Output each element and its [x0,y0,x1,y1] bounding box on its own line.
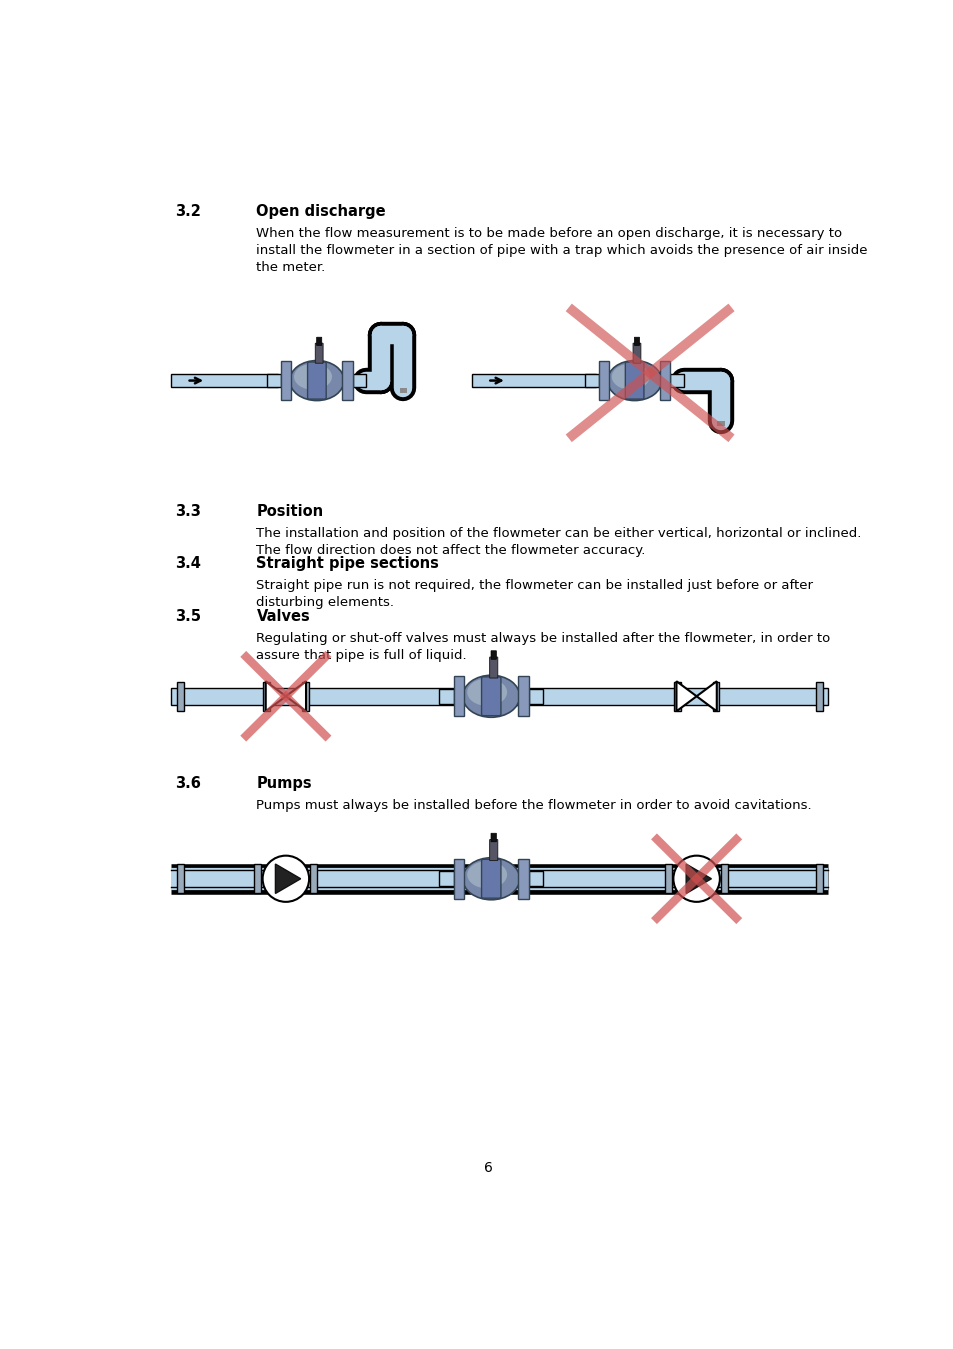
Bar [454,676,464,716]
Bar [438,871,454,886]
Text: Pumps must always be installed before the flowmeter in order to avoid cavitation: Pumps must always be installed before th… [256,799,811,812]
Ellipse shape [611,364,649,390]
Ellipse shape [462,858,519,900]
Circle shape [262,855,309,902]
Text: Open discharge: Open discharge [256,204,386,220]
Bar [720,865,727,893]
Text: Valves: Valves [256,610,310,625]
Bar [281,362,291,399]
Ellipse shape [467,861,507,889]
Text: 3.4: 3.4 [174,556,201,571]
Text: Position: Position [256,503,323,519]
Bar [584,374,598,387]
Text: 3.2: 3.2 [174,204,201,220]
Bar [472,374,596,387]
Bar [673,681,680,711]
Bar [438,689,454,704]
Bar [267,374,281,387]
Ellipse shape [607,360,661,401]
FancyBboxPatch shape [481,677,500,716]
Polygon shape [275,863,300,893]
Bar [342,362,353,399]
Bar [517,858,528,898]
Text: assure that pipe is full of liquid.: assure that pipe is full of liquid. [256,649,467,662]
Text: Straight pipe sections: Straight pipe sections [256,556,438,571]
Circle shape [673,855,720,902]
Ellipse shape [294,364,332,390]
Polygon shape [696,681,716,711]
Bar [712,681,719,711]
Bar [177,865,184,893]
Polygon shape [286,681,306,711]
Text: disturbing elements.: disturbing elements. [256,596,394,608]
Text: The installation and position of the flowmeter can be either vertical, horizonta: The installation and position of the flo… [256,527,861,540]
FancyBboxPatch shape [307,362,326,399]
FancyBboxPatch shape [491,650,496,660]
FancyBboxPatch shape [624,362,643,399]
Bar [177,681,184,711]
Text: 3.5: 3.5 [174,610,201,625]
FancyBboxPatch shape [633,343,640,363]
Text: Straight pipe run is not required, the flowmeter can be installed just before or: Straight pipe run is not required, the f… [256,579,813,592]
FancyBboxPatch shape [489,839,497,861]
Text: 3.3: 3.3 [174,503,201,519]
FancyBboxPatch shape [491,834,496,842]
Bar [670,374,683,387]
Bar [815,681,821,711]
Text: When the flow measurement is to be made before an open discharge, it is necessar: When the flow measurement is to be made … [256,228,841,240]
Text: install the flowmeter in a section of pipe with a trap which avoids the presence: install the flowmeter in a section of pi… [256,244,867,258]
Polygon shape [676,681,696,711]
FancyBboxPatch shape [315,343,323,363]
FancyBboxPatch shape [316,337,321,345]
FancyBboxPatch shape [634,337,639,345]
Ellipse shape [467,679,507,706]
Bar [454,858,464,898]
Bar [171,374,278,387]
Bar [353,374,366,387]
Bar [528,689,543,704]
Bar [659,362,670,399]
Bar [171,688,827,704]
Text: the meter.: the meter. [256,260,325,274]
Text: The flow direction does not affect the flowmeter accuracy.: The flow direction does not affect the f… [256,544,645,557]
Bar [254,865,261,893]
Polygon shape [685,863,711,893]
FancyBboxPatch shape [481,859,500,898]
Bar [664,865,672,893]
Bar [517,676,528,716]
Text: Pumps: Pumps [256,776,312,791]
Bar [310,865,317,893]
Polygon shape [266,681,286,711]
FancyBboxPatch shape [489,657,497,679]
Bar [815,865,821,893]
Ellipse shape [290,360,344,401]
Bar [598,362,608,399]
Bar [528,871,543,886]
Ellipse shape [462,676,519,718]
Bar [263,681,270,711]
Text: Regulating or shut-off valves must always be installed after the flowmeter, in o: Regulating or shut-off valves must alway… [256,633,830,645]
Text: 3.6: 3.6 [174,776,201,791]
Text: 6: 6 [484,1161,493,1175]
Bar [301,681,309,711]
